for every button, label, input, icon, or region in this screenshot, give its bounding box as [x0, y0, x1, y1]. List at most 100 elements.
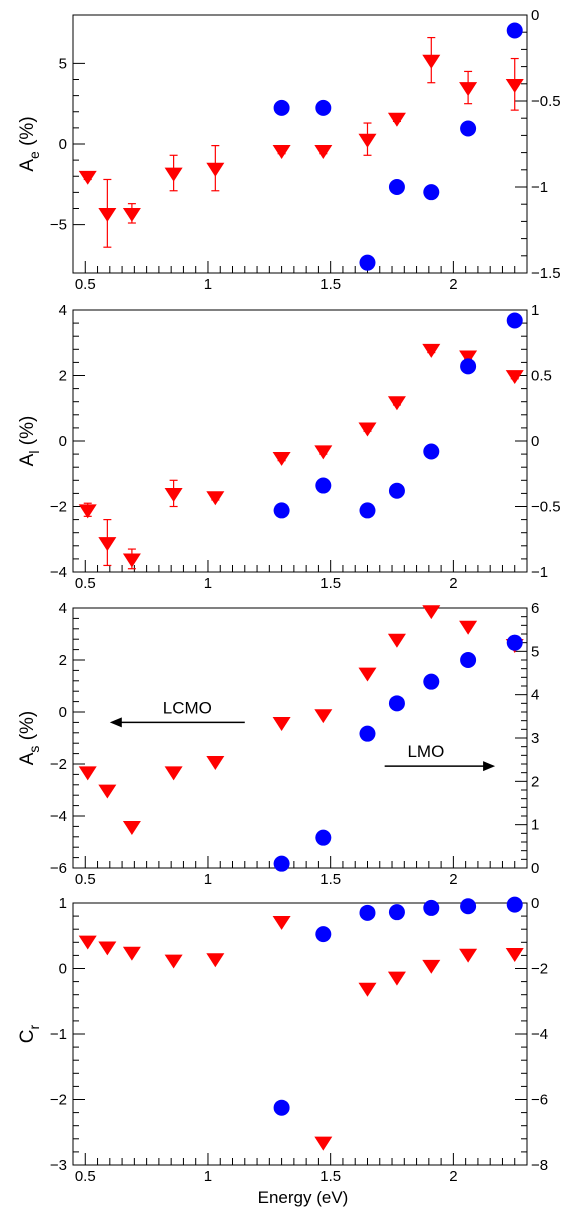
- lcmo-point: [206, 491, 225, 506]
- y-axis-label: Al (%): [17, 416, 42, 467]
- panel-cr: 0.5 1 1.5 2 −3 −2 −1 0 1 −8 −6 −4 −2 0 Cr: [17, 895, 548, 1185]
- right-tick-label: 0: [531, 433, 539, 450]
- left-tick-label: 4: [59, 302, 67, 319]
- lmo-point: [506, 634, 523, 651]
- y-axis-label: As (%): [17, 711, 42, 766]
- y-axis-label-sub: r: [26, 1024, 42, 1029]
- left-tick-label: −3: [50, 1157, 67, 1174]
- x-tick-label: 2: [449, 276, 457, 293]
- lcmo-point: [272, 717, 291, 731]
- lmo-point: [273, 99, 290, 116]
- x-tick-label: 1: [204, 575, 212, 592]
- lmo-point: [423, 443, 440, 460]
- left-tick-label: −2: [50, 499, 67, 516]
- lmo-point: [315, 829, 332, 846]
- lcmo-point: [358, 982, 377, 997]
- left-tick-label: −2: [50, 1092, 67, 1109]
- lcmo-point: [505, 370, 524, 385]
- x-axis-label: Energy (eV): [258, 1188, 349, 1207]
- panel-ae: 0.5 1 1.5 2 −5 0 5 −1.5 −1 −0.5 0 Ae (%): [17, 7, 561, 293]
- right-tick-label: 2: [531, 773, 539, 790]
- right-tick-label: 6: [531, 600, 539, 617]
- x-tick-label: 1: [204, 276, 212, 293]
- lcmo-point: [122, 553, 141, 568]
- y-axis-label-rest: (%): [17, 116, 38, 151]
- left-tick-label: −6: [50, 860, 67, 877]
- right-tick-label: −0.5: [531, 93, 561, 110]
- lmo-point: [460, 898, 477, 915]
- lcmo-point: [358, 667, 377, 682]
- lcmo-point: [459, 82, 478, 97]
- lmo-point: [388, 695, 405, 712]
- lcmo-point: [164, 954, 183, 969]
- y-axis-label-sub: l: [26, 451, 42, 454]
- x-tick-label: 2: [449, 575, 457, 592]
- y-axis-label: Cr: [17, 1024, 42, 1043]
- left-tick-label: −1: [50, 1026, 67, 1043]
- lmo-point: [359, 254, 376, 271]
- lcmo-point: [98, 537, 117, 552]
- right-tick-label: 0: [531, 895, 539, 912]
- lcmo-point: [314, 1136, 333, 1151]
- lcmo-point: [164, 766, 183, 781]
- lmo-point: [388, 904, 405, 921]
- y-axis-label-main: A: [17, 453, 38, 466]
- y-axis-label-sub: e: [26, 151, 42, 159]
- lcmo-point: [358, 133, 377, 148]
- x-tick-label: 1: [204, 871, 212, 888]
- lmo-point: [460, 358, 477, 375]
- plot-frame: [72, 14, 528, 274]
- right-tick-label: 0.5: [531, 368, 552, 385]
- panel-al: 0.5 1 1.5 2 −4 −2 0 2 4 −1 −0.5 0 0.5 1 Al (%): [17, 302, 561, 592]
- right-tick-label: 4: [531, 687, 539, 704]
- x-tick-label: 0.5: [75, 1168, 96, 1185]
- x-tick-label: 1.5: [320, 276, 341, 293]
- lmo-point: [273, 502, 290, 519]
- lcmo-point: [314, 709, 333, 724]
- right-tick-label: 0: [531, 7, 539, 24]
- lcmo-point: [98, 207, 117, 222]
- lmo-point: [506, 896, 523, 913]
- left-tick-label: 5: [59, 55, 67, 72]
- lmo-point: [423, 899, 440, 916]
- right-tick-label: 1: [531, 817, 539, 834]
- y-axis-label-main: A: [17, 159, 38, 172]
- left-tick-label: 4: [59, 600, 67, 617]
- x-tick-label: 0.5: [75, 871, 96, 888]
- plot-frame: [72, 607, 528, 869]
- left-tick-label: 0: [59, 433, 67, 450]
- lmo-point: [506, 22, 523, 39]
- right-tick-label: −4: [531, 1026, 548, 1043]
- y-axis-label-rest: (%): [17, 711, 38, 746]
- lcmo-annotation: LCMO: [163, 698, 212, 717]
- left-tick-label: −2: [50, 756, 67, 773]
- lcmo-point: [314, 445, 333, 460]
- left-tick-label: −5: [50, 217, 67, 234]
- right-tick-label: 1: [531, 302, 539, 319]
- lcmo-point: [505, 78, 524, 93]
- right-tick-label: −1: [531, 179, 548, 196]
- lcmo-point: [422, 343, 441, 358]
- lmo-point: [273, 855, 290, 872]
- lcmo-point: [98, 941, 117, 956]
- plot-frame: [72, 309, 528, 573]
- lcmo-point: [387, 633, 406, 648]
- lcmo-point: [98, 784, 117, 799]
- lmo-point: [423, 184, 440, 201]
- lcmo-point: [206, 953, 225, 968]
- y-axis-label-sub: s: [26, 746, 42, 753]
- y-axis-label: Ae (%): [17, 116, 42, 171]
- lcmo-point: [164, 488, 183, 502]
- x-tick-label: 1.5: [320, 575, 341, 592]
- lcmo-point: [78, 766, 97, 781]
- lmo-point: [315, 477, 332, 494]
- lcmo-point: [272, 145, 291, 159]
- x-tick-label: 0.5: [75, 575, 96, 592]
- lcmo-point: [422, 605, 441, 620]
- y-axis-label-rest: (%): [17, 416, 38, 451]
- lmo-point: [388, 482, 405, 499]
- lcmo-point: [206, 756, 225, 770]
- lcmo-point: [422, 54, 441, 69]
- right-tick-label: −6: [531, 1092, 548, 1109]
- lcmo-point: [387, 971, 406, 986]
